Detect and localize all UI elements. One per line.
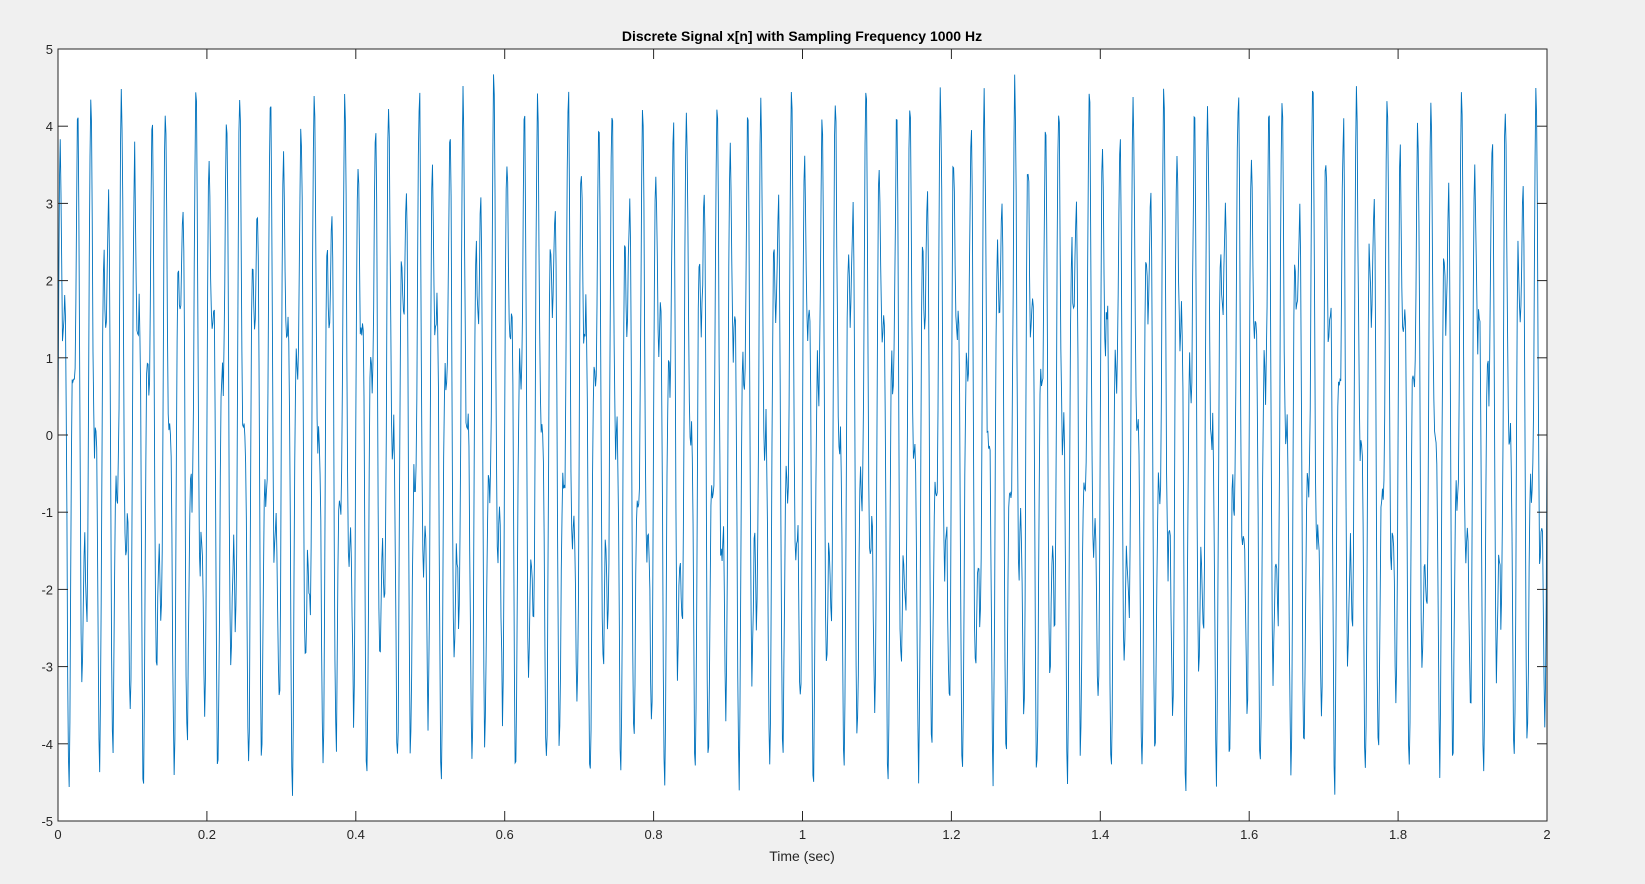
axis-ticks xyxy=(57,48,1548,822)
y-tick-label: 5 xyxy=(46,42,53,57)
x-tick-label: 1.6 xyxy=(1240,827,1258,842)
y-tick-label: -3 xyxy=(41,660,53,675)
x-tick-labels: 0 0.2 0.4 0.6 0.8 1 1.2 1.4 1.6 1.8 2 xyxy=(54,827,1550,842)
y-tick-label: 0 xyxy=(46,428,53,443)
x-tick-label: 0.2 xyxy=(198,827,216,842)
y-tick-labels: -5 -4 -3 -2 -1 0 1 2 3 4 5 xyxy=(41,42,53,829)
x-tick-label: 1 xyxy=(799,827,806,842)
x-tick-label: 0 xyxy=(54,827,61,842)
y-tick-label: 2 xyxy=(46,274,53,289)
x-axis-label: Time (sec) xyxy=(769,848,835,864)
chart-title: Discrete Signal x[n] with Sampling Frequ… xyxy=(622,28,982,44)
x-tick-label: 0.6 xyxy=(496,827,514,842)
signal-line xyxy=(57,74,1548,796)
signal-series xyxy=(57,74,1548,796)
y-tick-label: 3 xyxy=(46,196,53,211)
y-tick-label: -1 xyxy=(41,505,53,520)
x-tick-label: 2 xyxy=(1543,827,1550,842)
y-tick-label: 4 xyxy=(46,119,53,134)
x-tick-label: 1.2 xyxy=(942,827,960,842)
y-tick-label: -2 xyxy=(41,582,53,597)
x-tick-label: 0.4 xyxy=(347,827,365,842)
x-tick-label: 1.8 xyxy=(1389,827,1407,842)
y-tick-label: 1 xyxy=(46,351,53,366)
x-tick-label: 1.4 xyxy=(1091,827,1109,842)
y-tick-label: -4 xyxy=(41,737,53,752)
y-tick-label: -5 xyxy=(41,814,53,829)
x-tick-label: 0.8 xyxy=(645,827,663,842)
